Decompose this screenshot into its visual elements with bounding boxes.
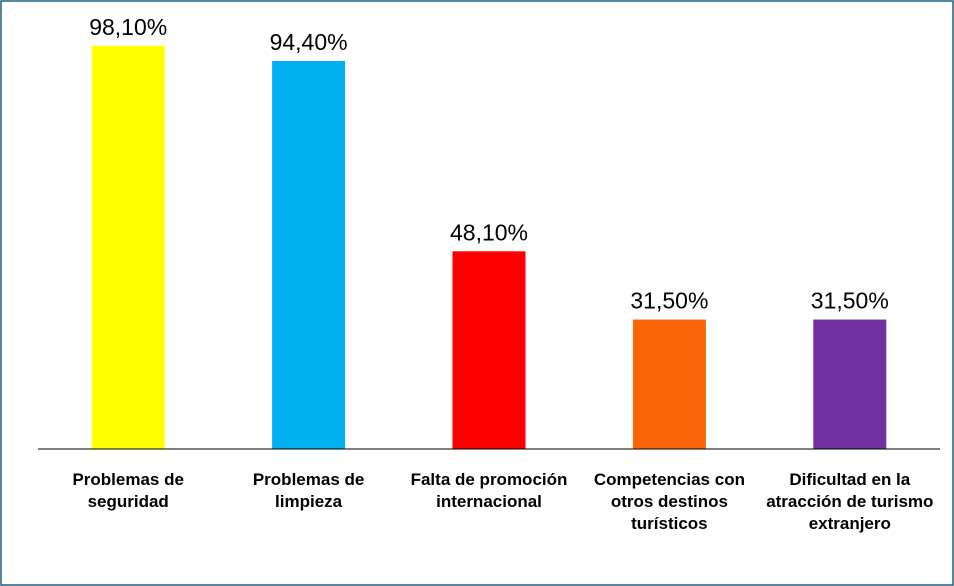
- value-label: 48,10%: [450, 219, 528, 245]
- bar: [632, 319, 706, 449]
- x-tick-label: Dificultad en la atracción de turismo ex…: [766, 470, 934, 533]
- x-tick-label: Problemas de seguridad: [72, 470, 184, 511]
- bar: [452, 251, 526, 449]
- x-tick-label: Competencias con otros destinos turístic…: [593, 470, 745, 533]
- value-label: 98,10%: [89, 14, 167, 40]
- value-label: 94,40%: [270, 29, 348, 55]
- value-label: 31,50%: [811, 288, 889, 314]
- bar: [813, 319, 887, 449]
- x-tick-label: Falta de promoción internacional: [410, 470, 568, 511]
- bar: [272, 61, 346, 450]
- bar: [91, 45, 165, 450]
- value-label: 31,50%: [630, 288, 708, 314]
- x-tick-label: Problemas de limpieza: [252, 470, 365, 511]
